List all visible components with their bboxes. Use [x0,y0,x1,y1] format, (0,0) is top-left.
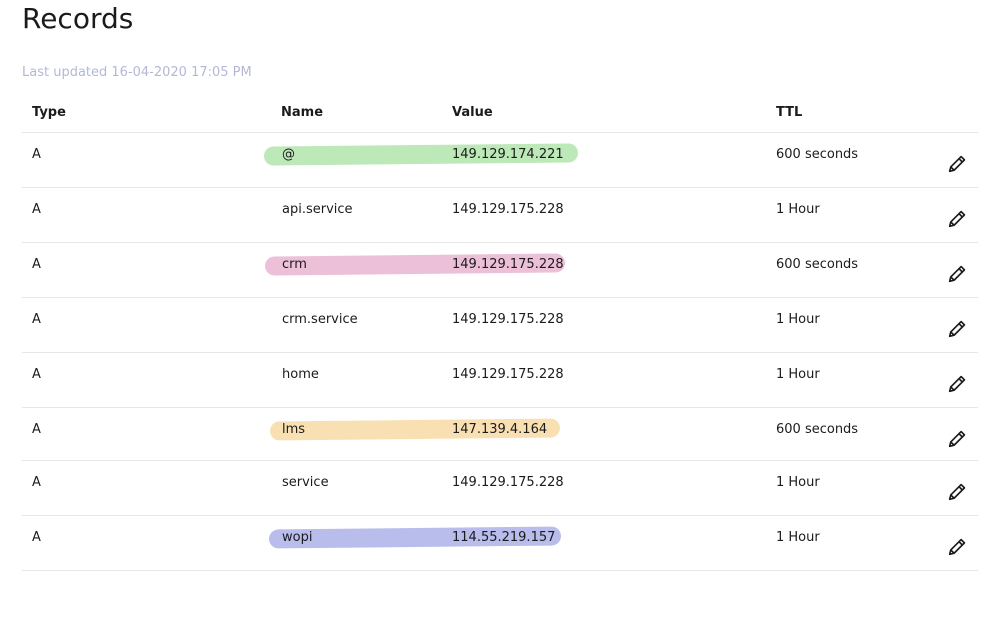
cell-value: 149.129.175.228 [452,312,564,327]
header-value: Value [452,105,493,120]
edit-record-button[interactable] [946,536,968,558]
cell-value: 149.129.175.228 [452,257,564,272]
table-header-row: Type Name Value TTL [22,95,978,133]
cell-name: home [282,367,319,382]
pencil-icon [948,483,966,501]
cell-ttl: 1 Hour [776,530,820,545]
cell-type: A [32,147,41,162]
cell-value: 149.129.174.221 [452,147,564,162]
edit-record-button[interactable] [946,263,968,285]
pencil-icon [948,155,966,173]
last-updated-text: Last updated 16-04-2020 17:05 PM [22,65,252,80]
edit-record-button[interactable] [946,373,968,395]
cell-ttl: 1 Hour [776,202,820,217]
cell-name: wopi [282,530,313,545]
pencil-icon [948,320,966,338]
cell-value: 149.129.175.228 [452,202,564,217]
pencil-icon [948,538,966,556]
header-type: Type [32,105,66,120]
cell-ttl: 600 seconds [776,147,859,162]
edit-record-button[interactable] [946,428,968,450]
cell-name: service [282,475,329,490]
cell-name: api.service [282,202,353,217]
cell-name: lms [282,422,306,437]
cell-ttl: 1 Hour [776,475,820,490]
records-table: Type Name Value TTL A @149.129.174.221 600… [22,95,978,571]
edit-record-button[interactable] [946,153,968,175]
cell-ttl: 1 Hour [776,312,820,327]
cell-type: A [32,367,41,382]
cell-value: 149.129.175.228 [452,367,564,382]
cell-type: A [32,530,41,545]
edit-record-button[interactable] [946,481,968,503]
cell-value: 147.139.4.164 [452,422,548,437]
cell-name: crm [282,257,307,272]
cell-type: A [32,202,41,217]
cell-type: A [32,257,41,272]
cell-ttl: 600 seconds [776,422,859,437]
edit-record-button[interactable] [946,208,968,230]
edit-record-button[interactable] [946,318,968,340]
header-ttl: TTL [776,105,803,120]
cell-name: @ [282,147,295,162]
cell-type: A [32,312,41,327]
pencil-icon [948,430,966,448]
cell-ttl: 600 seconds [776,257,859,272]
cell-type: A [32,422,41,437]
pencil-icon [948,210,966,228]
page-title: Records [22,2,134,35]
cell-ttl: 1 Hour [776,367,820,382]
pencil-icon [948,375,966,393]
cell-type: A [32,475,41,490]
cell-value: 114.55.219.157 [452,530,556,545]
cell-value: 149.129.175.228 [452,475,564,490]
pencil-icon [948,265,966,283]
header-name: Name [281,105,324,120]
cell-name: crm.service [282,312,358,327]
table-row: A @149.129.174.221 600 seconds [22,133,978,188]
